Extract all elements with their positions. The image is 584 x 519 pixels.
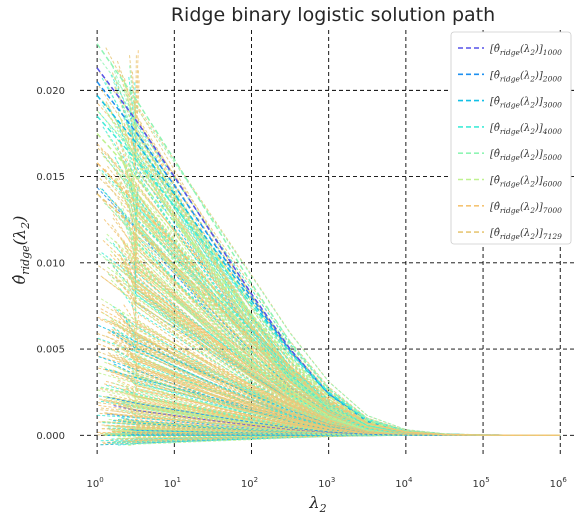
background-curve [135, 234, 561, 436]
x-tick-label-0: 100 [87, 476, 104, 490]
x-tick-label-5: 105 [472, 476, 489, 490]
background-curve [112, 369, 561, 436]
chart-title: Ridge binary logistic solution path [171, 4, 495, 26]
background-curve [130, 374, 561, 436]
series-lines [96, 43, 561, 437]
background-curve [132, 303, 561, 436]
background-curve [106, 112, 561, 436]
x-tick-label-3: 103 [318, 476, 335, 490]
background-curve [116, 160, 561, 436]
background-curve [103, 383, 561, 436]
background-curve [131, 286, 561, 436]
legend-label-3000: [θ̂ridge(λ2)]3000 [490, 97, 562, 110]
y-tick-label-3: 0.015 [36, 172, 65, 183]
background-curve [126, 375, 561, 436]
background-curve [135, 259, 561, 436]
series-line-7000 [96, 162, 561, 437]
y-tick-labels: 0.000 0.005 0.010 0.015 0.020 [36, 86, 65, 442]
legend-label-1000: [θ̂ridge(λ2)]1000 [490, 44, 562, 57]
background-curve [123, 345, 561, 436]
background-curve [126, 346, 561, 436]
x-tick-label-2: 102 [241, 476, 258, 490]
background-curve [129, 267, 561, 436]
background-curve [131, 391, 561, 436]
background-curve [98, 111, 561, 436]
legend-label-2000: [θ̂ridge(λ2)]2000 [490, 70, 562, 83]
series-line-4000 [96, 115, 561, 437]
background-curve [125, 404, 561, 436]
legend-box [450, 31, 572, 245]
legend: [θ̂ridge(λ2)]1000 [θ̂ridge(λ2)]2000 [θ̂rid… [450, 31, 572, 245]
x-tick-label-6: 106 [550, 476, 568, 490]
background-curve [108, 329, 561, 436]
x-tick-label-4: 104 [395, 476, 413, 490]
background-curve [97, 103, 561, 436]
background-curve [132, 381, 561, 436]
series-line-7129 [96, 193, 561, 437]
background-curve [135, 197, 561, 436]
y-tick-label-1: 0.005 [36, 345, 65, 356]
y-tick-label-4: 0.020 [36, 86, 65, 97]
x-tick-label-1: 101 [164, 476, 181, 490]
y-tick-label-0: 0.000 [36, 431, 65, 442]
background-curve [127, 190, 561, 436]
legend-label-4000: [θ̂ridge(λ2)]4000 [490, 123, 562, 136]
y-axis-label: θ̂ridge(λ2) [10, 216, 32, 285]
background-curve [135, 357, 561, 436]
background-curve [107, 155, 561, 436]
background-curve [133, 434, 561, 442]
background-curve [107, 352, 561, 436]
background-curve [123, 428, 561, 436]
legend-label-5000: [θ̂ridge(λ2)]5000 [490, 149, 562, 162]
legend-label-7000: [θ̂ridge(λ2)]7000 [490, 202, 562, 215]
x-axis-label: λ2 [308, 493, 326, 515]
legend-label-7129: [θ̂ridge(λ2)]7129 [490, 228, 562, 241]
background-curve [97, 351, 561, 436]
background-curve [122, 357, 561, 436]
background-curve [133, 434, 561, 441]
legend-label-6000: [θ̂ridge(λ2)]6000 [490, 176, 562, 189]
y-tick-label-2: 0.010 [36, 258, 65, 269]
svg-text:θ̂ridge(λ2): θ̂ridge(λ2) [10, 216, 32, 285]
background-curve [125, 258, 561, 436]
background-curve [113, 168, 561, 436]
background-curve [105, 47, 561, 436]
x-tick-labels: 100 101 102 103 104 105 106 [87, 476, 568, 490]
series-line-3000 [96, 95, 561, 437]
background-curve [110, 348, 561, 436]
series-line-5000 [96, 43, 561, 437]
